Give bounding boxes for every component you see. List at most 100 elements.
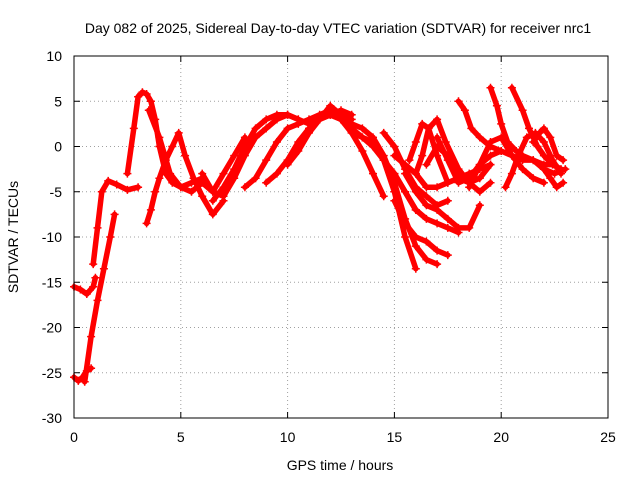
data-point-marker	[401, 187, 410, 196]
data-point-marker	[525, 124, 533, 133]
data-point-marker	[503, 138, 512, 146]
y-tick-label: -10	[42, 229, 62, 245]
series-trace	[466, 134, 547, 190]
data-point-marker	[315, 115, 324, 124]
data-point-marker	[467, 124, 476, 133]
data-point-marker	[369, 169, 377, 178]
y-tick-label: -15	[42, 274, 62, 290]
data-point-marker	[443, 156, 452, 165]
data-point-marker	[433, 115, 442, 124]
data-point-marker	[251, 174, 260, 183]
data-point-marker	[411, 187, 420, 196]
data-point-marker	[219, 169, 228, 178]
series-sat-18	[390, 169, 463, 237]
data-point-marker	[539, 124, 548, 133]
data-point-marker	[294, 119, 303, 128]
data-point-marker	[411, 205, 420, 214]
data-point-marker	[272, 138, 281, 146]
data-point-marker	[155, 133, 164, 142]
data-point-marker	[529, 174, 538, 183]
data-point-marker	[454, 223, 463, 232]
series-sat-27	[465, 133, 548, 192]
data-point-marker	[93, 223, 102, 232]
data-point-marker	[89, 282, 98, 291]
series-sat-20	[401, 169, 484, 232]
data-point-marker	[433, 246, 442, 255]
data-point-marker	[422, 192, 431, 201]
data-point-marker	[411, 138, 420, 146]
data-point-marker	[230, 165, 239, 174]
data-point-marker	[401, 169, 410, 178]
data-point-marker	[93, 296, 102, 305]
data-point-marker	[401, 219, 410, 228]
data-point-marker	[460, 106, 469, 115]
data-point-marker	[401, 233, 410, 241]
data-point-marker	[475, 174, 484, 183]
data-point-marker	[262, 156, 271, 165]
data-point-marker	[155, 174, 164, 183]
data-point-marker	[168, 142, 177, 151]
data-point-marker	[443, 214, 452, 223]
y-tick-label: -30	[42, 410, 62, 426]
data-point-marker	[486, 178, 495, 187]
data-point-marker	[454, 97, 463, 106]
x-tick-label: 20	[493, 429, 509, 445]
data-point-marker	[283, 160, 292, 169]
data-point-marker	[294, 147, 303, 155]
data-point-marker	[208, 187, 217, 196]
data-point-marker	[99, 264, 108, 273]
series-sat-31	[529, 124, 568, 165]
y-axis-label: SDTVAR / TECUs	[5, 181, 21, 293]
data-point-marker	[529, 156, 538, 165]
data-point-marker	[422, 237, 431, 246]
data-point-marker	[176, 183, 185, 192]
data-point-marker	[475, 160, 484, 169]
data-point-marker	[443, 196, 452, 205]
data-point-marker	[123, 169, 132, 178]
data-point-marker	[518, 165, 527, 174]
data-point-marker	[390, 196, 399, 205]
data-point-marker	[533, 142, 542, 151]
data-point-marker	[454, 178, 463, 187]
data-point-marker	[262, 115, 271, 124]
data-point-marker	[198, 169, 207, 178]
data-point-marker	[514, 151, 523, 160]
data-point-marker	[123, 185, 132, 194]
data-point-marker	[134, 92, 143, 101]
data-point-marker	[283, 110, 292, 119]
data-series	[70, 83, 570, 386]
data-point-marker	[539, 138, 548, 146]
data-point-marker	[230, 151, 239, 160]
data-point-marker	[475, 133, 484, 142]
data-point-marker	[411, 233, 420, 241]
data-point-marker	[390, 169, 399, 178]
axis-ticks: 0 5 10 15 20 25 -30 -25 -20 -15 -10 -5 0 5 10	[42, 48, 616, 445]
data-point-marker	[305, 115, 313, 124]
data-point-marker	[134, 183, 143, 192]
data-point-marker	[548, 160, 557, 169]
data-point-marker	[433, 205, 442, 214]
data-point-marker	[539, 151, 548, 160]
data-point-marker	[501, 183, 510, 192]
data-point-marker	[539, 178, 548, 187]
data-point-marker	[433, 260, 442, 269]
series-sat-32	[539, 165, 568, 192]
x-tick-label: 15	[387, 429, 403, 445]
series-sat-4	[89, 176, 143, 269]
data-point-marker	[390, 151, 399, 160]
data-point-marker	[529, 138, 538, 146]
data-point-marker	[522, 133, 531, 142]
data-point-marker	[283, 124, 292, 133]
data-point-marker	[401, 160, 410, 169]
data-point-marker	[518, 106, 527, 115]
data-point-marker	[104, 176, 113, 185]
data-point-marker	[422, 183, 431, 192]
x-tick-label: 10	[280, 429, 296, 445]
series-trace	[71, 274, 99, 297]
y-tick-label: 0	[54, 139, 62, 155]
series-sat-16	[347, 128, 420, 273]
data-point-marker	[106, 233, 115, 241]
data-point-marker	[422, 214, 431, 223]
data-point-marker	[272, 110, 281, 119]
data-point-marker	[76, 285, 85, 294]
